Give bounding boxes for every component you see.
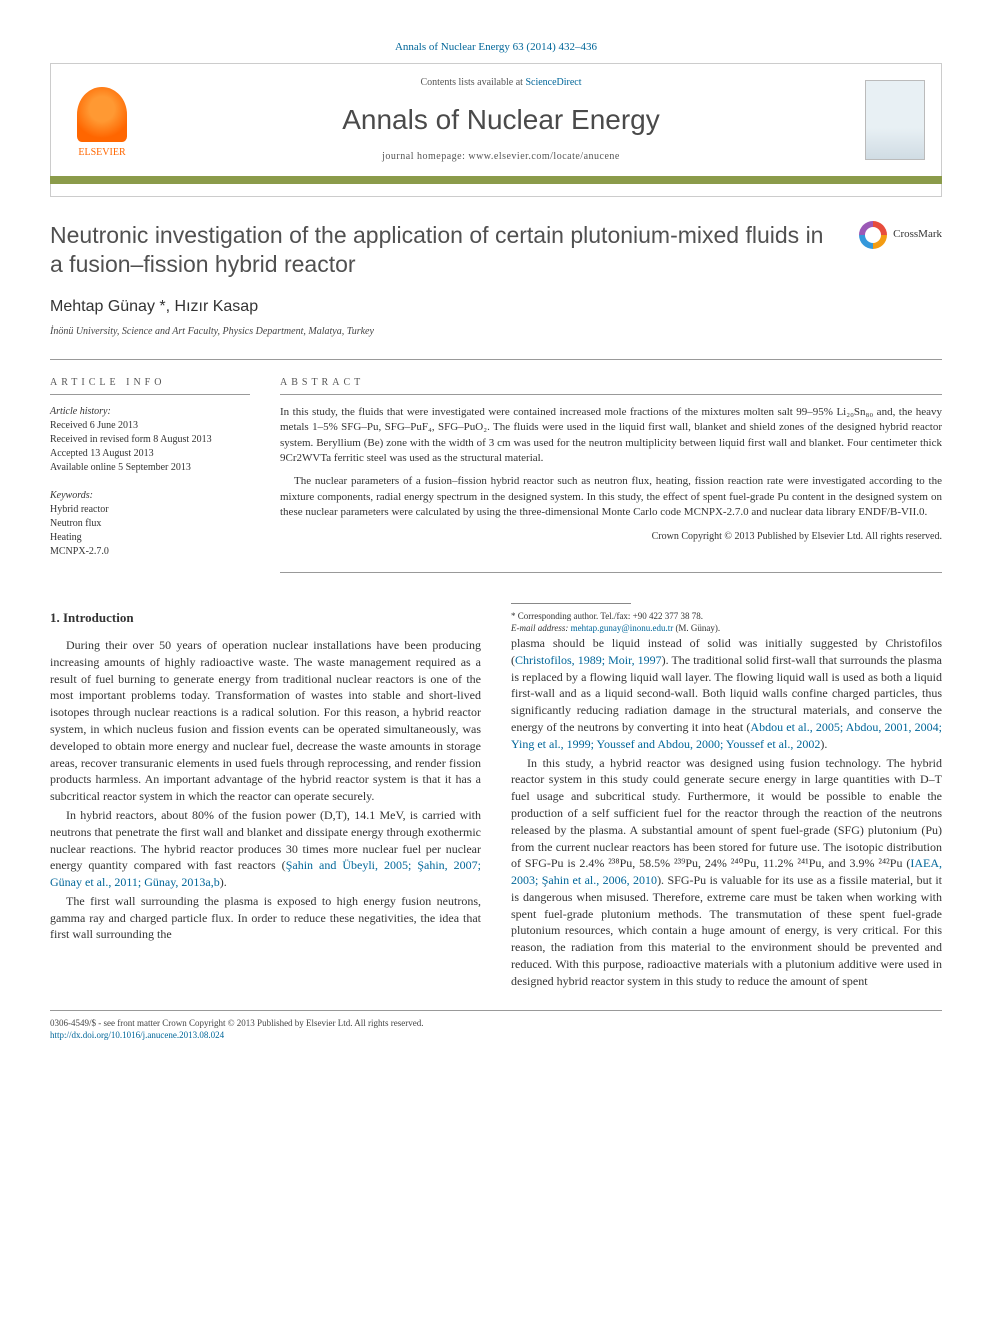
history-received: Received 6 June 2013	[50, 419, 250, 433]
crossmark-icon	[859, 221, 887, 249]
homepage-url[interactable]: www.elsevier.com/locate/anucene	[468, 151, 619, 162]
body-paragraph: During their over 50 years of operation …	[50, 637, 481, 805]
abstract-column: ABSTRACT In this study, the fluids that …	[280, 376, 942, 573]
accent-bar	[50, 176, 942, 184]
section-heading: 1. Introduction	[50, 609, 481, 627]
abstract-paragraph: The nuclear parameters of a fusion–fissi…	[280, 474, 942, 520]
body-paragraph: The first wall surrounding the plasma is…	[50, 893, 481, 943]
footnote-corresponding: * Corresponding author. Tel./fax: +90 42…	[511, 610, 942, 623]
page-footer: 0306-4549/$ - see front matter Crown Cop…	[50, 1010, 942, 1042]
journal-cover-thumbnail	[865, 80, 925, 160]
history-online: Available online 5 September 2013	[50, 461, 250, 475]
history-label: Article history:	[50, 405, 250, 419]
citation-header: Annals of Nuclear Energy 63 (2014) 432–4…	[50, 40, 942, 55]
crossmark-badge[interactable]: CrossMark	[859, 221, 942, 249]
article-info-column: ARTICLE INFO Article history: Received 6…	[50, 376, 250, 573]
article-info-heading: ARTICLE INFO	[50, 376, 250, 395]
citation-link[interactable]: Christofilos, 1989; Moir, 1997	[515, 653, 662, 667]
body-text: 1. Introduction During their over 50 yea…	[50, 603, 942, 990]
doi-link[interactable]: http://dx.doi.org/10.1016/j.anucene.2013…	[50, 1030, 224, 1040]
authors: Mehtap Günay *, Hızır Kasap	[50, 296, 942, 318]
email-link[interactable]: mehtap.gunay@inonu.edu.tr	[571, 623, 674, 633]
sciencedirect-link[interactable]: ScienceDirect	[525, 77, 581, 88]
keywords-label: Keywords:	[50, 489, 250, 503]
body-paragraph: plasma should be liquid instead of solid…	[511, 635, 942, 753]
footnote-email: E-mail address: mehtap.gunay@inonu.edu.t…	[511, 622, 942, 635]
body-paragraph: In this study, a hybrid reactor was desi…	[511, 755, 942, 990]
publisher-label: ELSEVIER	[78, 146, 125, 160]
footnote-separator	[511, 603, 631, 604]
history-accepted: Accepted 13 August 2013	[50, 447, 250, 461]
keyword: MCNPX-2.7.0	[50, 545, 250, 559]
history-revised: Received in revised form 8 August 2013	[50, 433, 250, 447]
keyword: Heating	[50, 531, 250, 545]
homepage-line: journal homepage: www.elsevier.com/locat…	[153, 150, 849, 164]
abstract-heading: ABSTRACT	[280, 376, 942, 395]
article-title: Neutronic investigation of the applicati…	[50, 221, 839, 281]
affiliation: İnönü University, Science and Art Facult…	[50, 325, 942, 339]
elsevier-tree-icon	[77, 87, 127, 142]
journal-name: Annals of Nuclear Energy	[153, 100, 849, 139]
keyword: Neutron flux	[50, 517, 250, 531]
keyword: Hybrid reactor	[50, 503, 250, 517]
abstract-paragraph: In this study, the fluids that were inve…	[280, 405, 942, 467]
contents-line: Contents lists available at ScienceDirec…	[153, 76, 849, 90]
abstract-copyright: Crown Copyright © 2013 Published by Else…	[280, 530, 942, 544]
publisher-box: ELSEVIER Contents lists available at Sci…	[50, 63, 942, 196]
crossmark-label: CrossMark	[893, 227, 942, 242]
footer-issn: 0306-4549/$ - see front matter Crown Cop…	[50, 1017, 942, 1030]
body-paragraph: In hybrid reactors, about 80% of the fus…	[50, 807, 481, 891]
elsevier-logo: ELSEVIER	[67, 80, 137, 160]
